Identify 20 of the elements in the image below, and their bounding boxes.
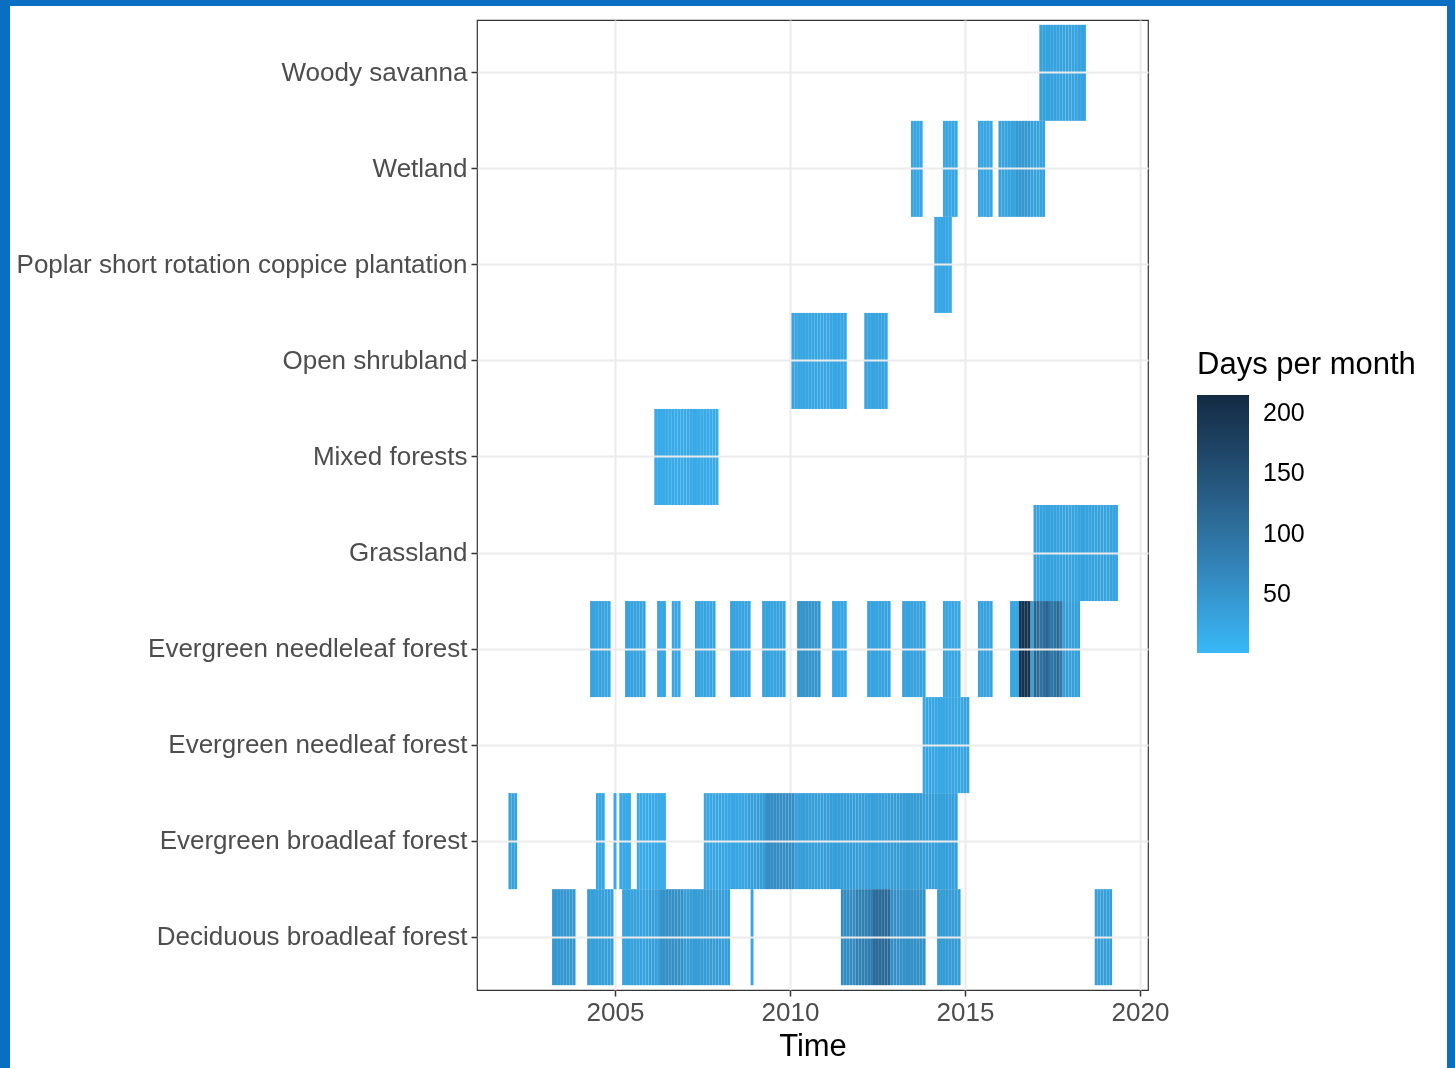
y-tick-label: Poplar short rotation coppice plantation (16, 248, 468, 279)
y-tick-label: Evergreen broadleaf forest (159, 825, 469, 856)
y-tick-label: Evergreen needleaf forest (168, 729, 469, 760)
color-bar-label: 50 (1263, 578, 1291, 607)
x-tick-label: 2015 (936, 996, 995, 1027)
color-bar-title: Days per month (1197, 346, 1416, 381)
y-tick-label: Evergreen needleleaf forest (148, 633, 469, 664)
x-tick-label: 2020 (1111, 996, 1170, 1027)
y-tick-label: Deciduous broadleaf forest (156, 921, 469, 952)
y-tick-label: Mixed forests (312, 440, 468, 471)
x-axis-title: Time (779, 1027, 847, 1063)
x-tick-label: 2005 (586, 996, 645, 1027)
x-tick-label: 2010 (761, 996, 820, 1027)
color-bar-label: 100 (1263, 518, 1305, 547)
y-tick-label: Wetland (372, 152, 468, 183)
y-tick-label: Grassland (349, 537, 468, 568)
y-tick-label: Open shrubland (282, 344, 468, 375)
color-bar-label: 150 (1263, 458, 1305, 487)
color-bar-label: 200 (1263, 398, 1305, 427)
y-tick-label: Woody savanna (281, 56, 469, 87)
